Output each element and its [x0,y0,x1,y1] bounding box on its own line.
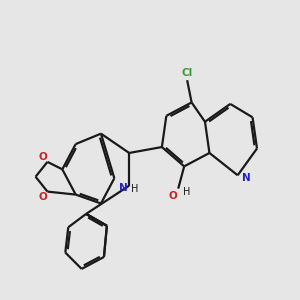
Text: Cl: Cl [182,68,193,78]
Text: O: O [169,191,177,201]
Text: O: O [39,192,47,202]
Text: H: H [131,184,139,194]
Text: H: H [184,187,191,196]
Text: N: N [119,183,128,193]
Text: O: O [39,152,47,161]
Text: N: N [242,173,251,183]
